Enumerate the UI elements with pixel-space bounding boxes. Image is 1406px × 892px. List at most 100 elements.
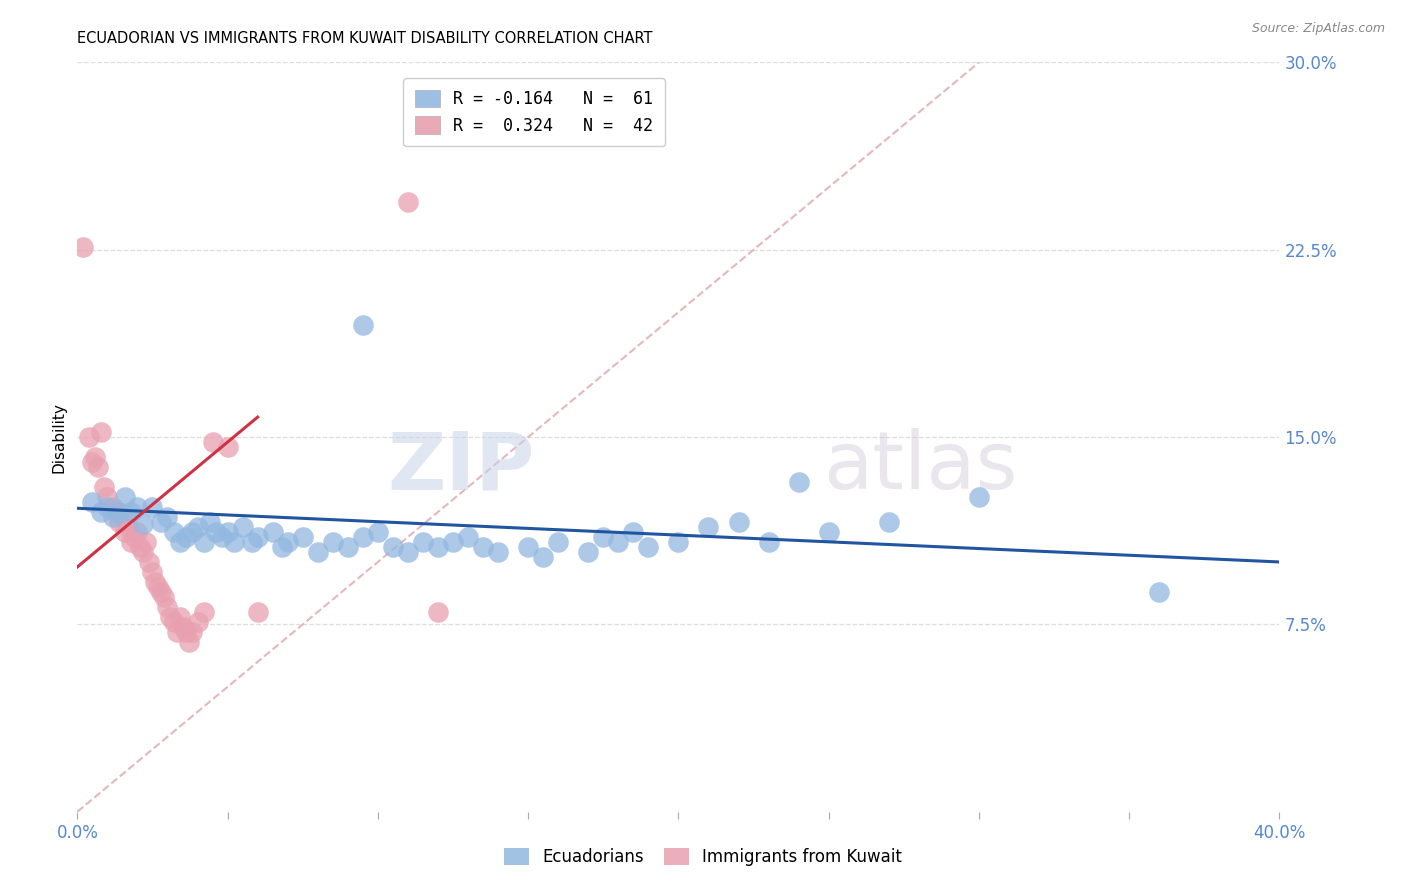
Point — [84, 450, 107, 464]
Text: Source: ZipAtlas.com: Source: ZipAtlas.com — [1251, 22, 1385, 36]
Point — [277, 535, 299, 549]
Point — [79, 430, 101, 444]
Point — [222, 535, 245, 549]
Point — [172, 620, 194, 634]
Point — [204, 524, 226, 539]
Point — [111, 510, 134, 524]
Point — [427, 540, 450, 554]
Point — [105, 505, 128, 519]
Point — [427, 605, 450, 619]
Point — [156, 510, 179, 524]
Point — [217, 524, 239, 539]
Point — [576, 545, 599, 559]
Point — [132, 517, 155, 532]
Text: ECUADORIAN VS IMMIGRANTS FROM KUWAIT DISABILITY CORRELATION CHART: ECUADORIAN VS IMMIGRANTS FROM KUWAIT DIS… — [77, 31, 652, 46]
Point — [441, 535, 464, 549]
Point — [817, 524, 839, 539]
Point — [129, 540, 152, 554]
Point — [169, 535, 191, 549]
Point — [457, 530, 479, 544]
Point — [291, 530, 314, 544]
Point — [162, 524, 184, 539]
Point — [72, 240, 94, 254]
Text: atlas: atlas — [823, 428, 1017, 506]
Point — [193, 605, 215, 619]
Point — [150, 515, 173, 529]
Point — [547, 535, 569, 549]
Point — [82, 495, 104, 509]
Point — [262, 524, 284, 539]
Point — [246, 530, 269, 544]
Point — [877, 515, 900, 529]
Text: ZIP: ZIP — [387, 428, 534, 506]
Point — [193, 535, 215, 549]
Point — [967, 490, 990, 504]
Point — [472, 540, 495, 554]
Point — [153, 590, 176, 604]
Point — [352, 530, 374, 544]
Point — [396, 195, 419, 210]
Point — [90, 425, 112, 439]
Point — [668, 535, 690, 549]
Point — [381, 540, 404, 554]
Point — [108, 505, 131, 519]
Point — [114, 490, 136, 504]
Point — [621, 524, 644, 539]
Point — [124, 530, 146, 544]
Point — [174, 530, 197, 544]
Point — [114, 524, 136, 539]
Y-axis label: Disability: Disability — [51, 401, 66, 473]
Point — [322, 535, 344, 549]
Point — [787, 475, 810, 489]
Point — [138, 555, 160, 569]
Point — [412, 535, 434, 549]
Point — [120, 535, 142, 549]
Point — [758, 535, 780, 549]
Point — [336, 540, 359, 554]
Point — [174, 624, 197, 639]
Point — [96, 500, 118, 514]
Point — [307, 545, 329, 559]
Point — [217, 440, 239, 454]
Point — [96, 490, 118, 504]
Point — [637, 540, 659, 554]
Point — [82, 455, 104, 469]
Point — [211, 530, 233, 544]
Point — [531, 549, 554, 564]
Point — [135, 535, 157, 549]
Point — [162, 615, 184, 629]
Point — [240, 535, 263, 549]
Point — [180, 624, 202, 639]
Point — [148, 580, 170, 594]
Point — [93, 480, 115, 494]
Point — [517, 540, 540, 554]
Point — [108, 515, 131, 529]
Point — [156, 599, 179, 614]
Point — [103, 500, 125, 514]
Point — [352, 318, 374, 332]
Point — [367, 524, 389, 539]
Point — [127, 500, 149, 514]
Point — [180, 524, 202, 539]
Point — [592, 530, 614, 544]
Point — [201, 435, 224, 450]
Point — [141, 565, 163, 579]
Point — [169, 610, 191, 624]
Point — [141, 500, 163, 514]
Point — [486, 545, 509, 559]
Point — [232, 520, 254, 534]
Point — [607, 535, 630, 549]
Point — [127, 524, 149, 539]
Point — [270, 540, 292, 554]
Point — [117, 520, 139, 534]
Point — [177, 635, 200, 649]
Legend: Ecuadorians, Immigrants from Kuwait: Ecuadorians, Immigrants from Kuwait — [498, 841, 908, 873]
Point — [246, 605, 269, 619]
Point — [132, 545, 155, 559]
Point — [87, 460, 110, 475]
Legend: R = -0.164   N =  61, R =  0.324   N =  42: R = -0.164 N = 61, R = 0.324 N = 42 — [404, 78, 665, 146]
Point — [697, 520, 720, 534]
Point — [198, 515, 221, 529]
Point — [166, 624, 188, 639]
Point — [1149, 585, 1171, 599]
